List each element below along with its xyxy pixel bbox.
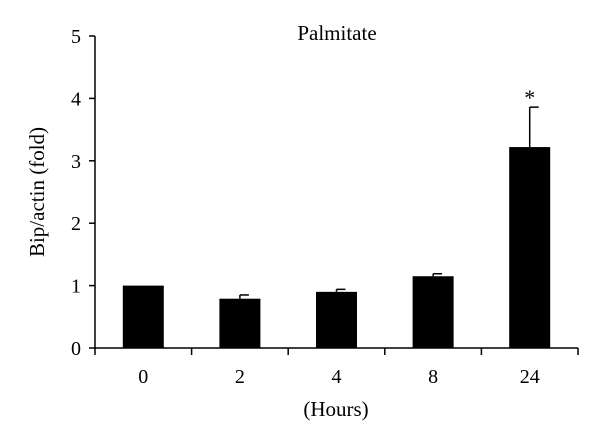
bar-0 [122, 285, 164, 348]
x-tick-label: 4 [332, 366, 342, 388]
x-ticks-layer: 0 2 4 8 24 [94, 348, 579, 388]
chart-title: Palmitate [297, 21, 376, 45]
bar-8 [412, 276, 454, 348]
bars-layer [122, 147, 551, 348]
x-tick-label: 24 [520, 366, 540, 388]
bar-2 [219, 298, 261, 348]
errorbars-layer [239, 106, 539, 299]
x-axis-label: (Hours) [303, 397, 368, 421]
x-tick-label: 2 [235, 366, 245, 388]
y-tick-label: 0 [71, 338, 81, 360]
y-axis-label: Bip/actin (fold) [25, 127, 49, 257]
x-tick-label: 0 [138, 366, 148, 388]
annotations-layer: * [524, 85, 535, 110]
y-tick-label: 5 [71, 26, 81, 48]
y-tick-label: 1 [71, 276, 81, 298]
x-tick-label: 8 [428, 366, 438, 388]
y-tick-label: 4 [71, 88, 81, 110]
y-tick-label: 2 [71, 213, 81, 235]
bar-24 [509, 147, 551, 348]
y-ticks-layer: 0 1 2 3 4 5 [71, 26, 95, 360]
significance-asterisk: * [524, 85, 535, 110]
bar-4 [316, 291, 357, 348]
y-tick-label: 3 [71, 151, 81, 173]
